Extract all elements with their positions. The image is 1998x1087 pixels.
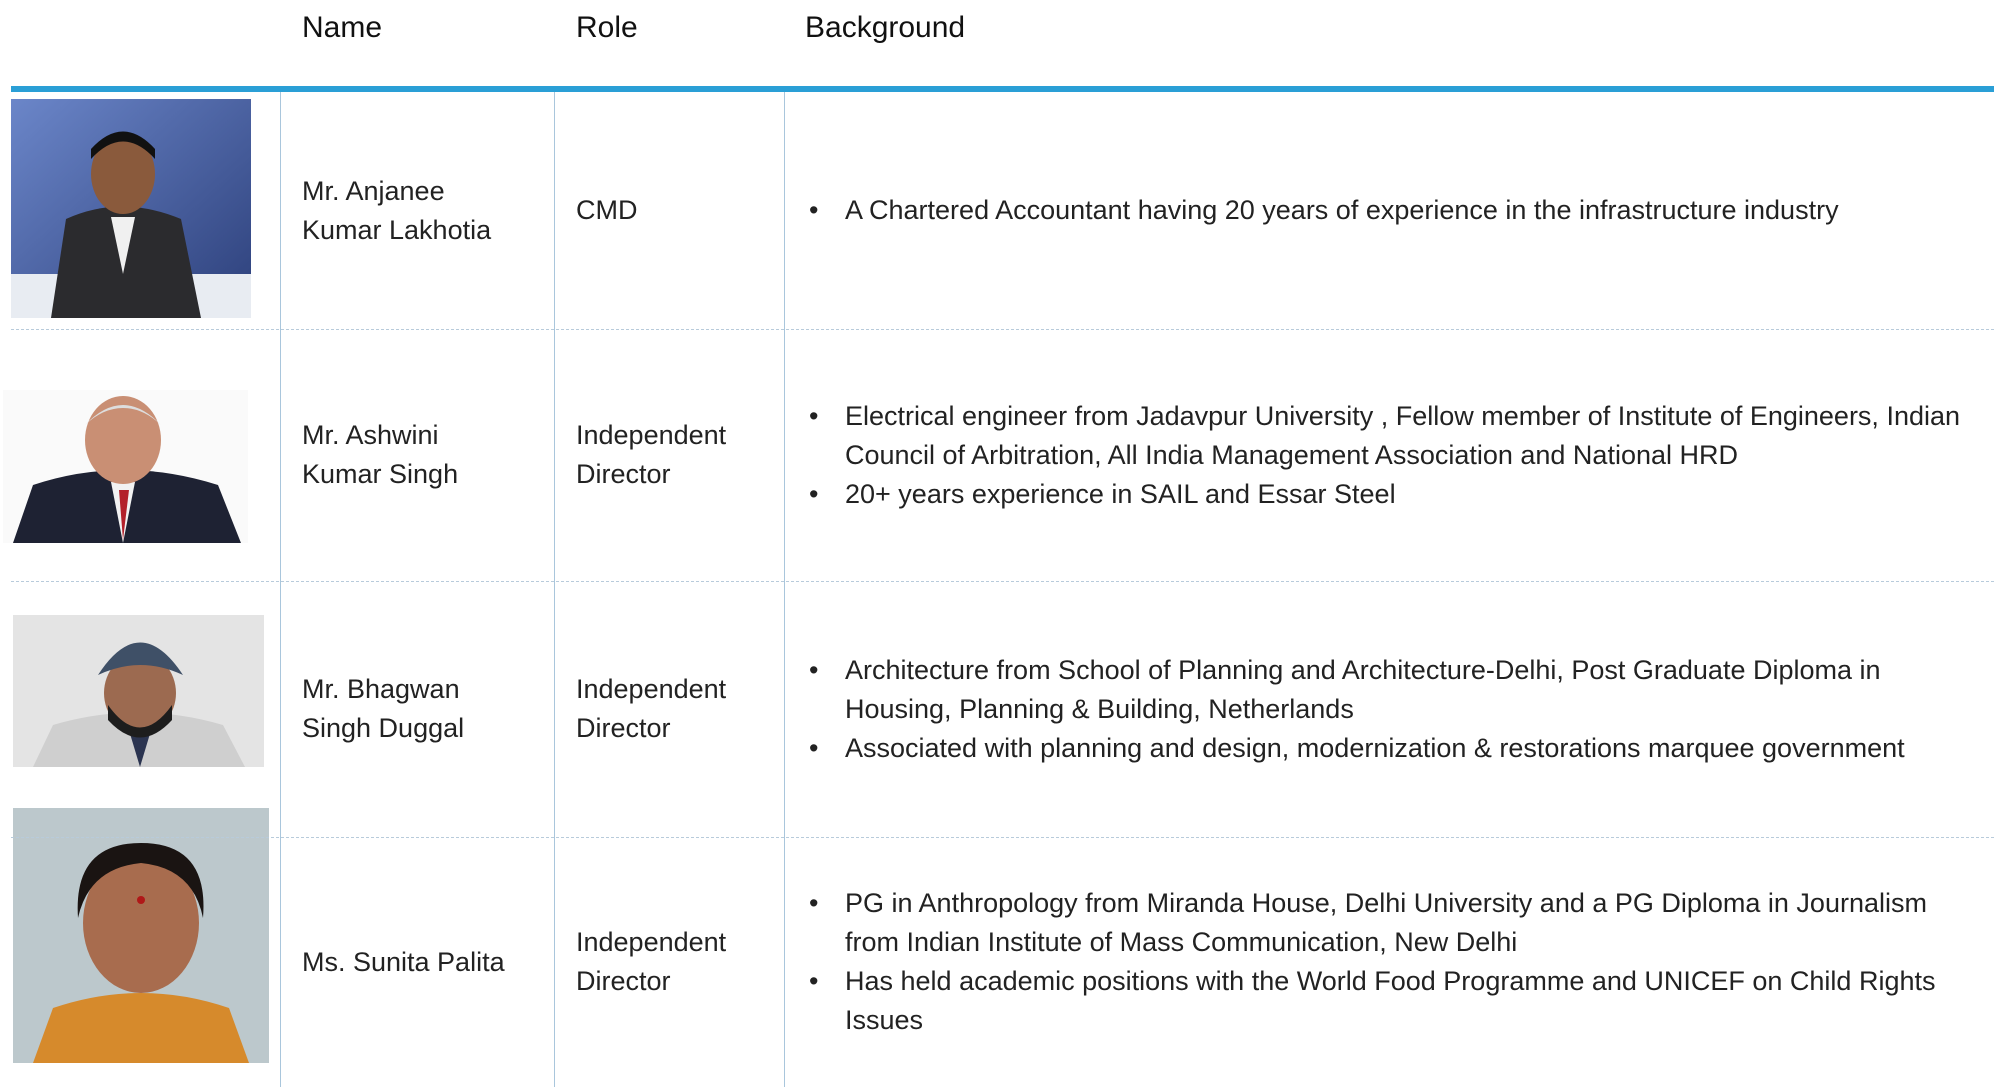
role-cell: CMD bbox=[576, 92, 781, 329]
background-cell: Architecture from School of Planning and… bbox=[809, 581, 1979, 837]
bullet-item: 20+ years experience in SAIL and Essar S… bbox=[809, 475, 1979, 514]
photo bbox=[3, 390, 248, 543]
bullet-list: PG in Anthropology from Miranda House, D… bbox=[809, 884, 1979, 1040]
column-divider bbox=[280, 92, 281, 1087]
name-line: Ms. Sunita Palita bbox=[302, 946, 505, 977]
role-line: Independent bbox=[576, 674, 727, 704]
background-cell: A Chartered Accountant having 20 years o… bbox=[809, 92, 1979, 329]
name-line: Kumar Lakhotia bbox=[302, 214, 492, 245]
column-header: Name bbox=[302, 11, 383, 44]
role-line: Independent bbox=[576, 420, 727, 450]
name-cell: Ms. Sunita Palita bbox=[302, 837, 552, 1087]
column-header: Role bbox=[576, 11, 638, 44]
name-line: Mr. Anjanee bbox=[302, 175, 445, 206]
column-divider bbox=[554, 92, 555, 1087]
name-line: Singh Duggal bbox=[302, 713, 465, 743]
photo bbox=[13, 615, 264, 767]
row-divider bbox=[11, 581, 1994, 582]
name-line: Kumar Singh bbox=[302, 459, 459, 489]
column-divider bbox=[784, 92, 785, 1087]
bullet-item: PG in Anthropology from Miranda House, D… bbox=[809, 884, 1979, 962]
name-line: Mr. Ashwini bbox=[302, 420, 439, 450]
name-line: Mr. Bhagwan bbox=[302, 674, 460, 704]
bullet-list: Electrical engineer from Jadavpur Univer… bbox=[809, 397, 1979, 514]
column-header: Background bbox=[805, 11, 966, 44]
photo bbox=[13, 808, 269, 1063]
header-rule bbox=[11, 86, 1994, 92]
bullet-item: Architecture from School of Planning and… bbox=[809, 651, 1979, 729]
name-cell: Mr. Bhagwan Singh Duggal bbox=[302, 581, 552, 837]
name-cell: Mr. Ashwini Kumar Singh bbox=[302, 329, 552, 581]
role-line: CMD bbox=[576, 195, 638, 225]
row-divider bbox=[11, 329, 1994, 330]
role-cell: Independent Director bbox=[576, 329, 781, 581]
role-line: Independent bbox=[576, 927, 727, 957]
role-cell: Independent Director bbox=[576, 581, 781, 837]
bullet-list: A Chartered Accountant having 20 years o… bbox=[809, 191, 1979, 230]
photo bbox=[11, 99, 251, 318]
role-line: Director bbox=[576, 713, 671, 743]
row-divider bbox=[11, 837, 1994, 838]
bullet-item: Has held academic positions with the Wor… bbox=[809, 962, 1979, 1040]
name-cell: Mr. Anjanee Kumar Lakhotia bbox=[302, 92, 552, 329]
bullet-list: Architecture from School of Planning and… bbox=[809, 651, 1979, 768]
background-cell: Electrical engineer from Jadavpur Univer… bbox=[809, 329, 1979, 581]
role-cell: Independent Director bbox=[576, 837, 781, 1087]
role-line: Director bbox=[576, 966, 671, 996]
bullet-item: Associated with planning and design, mod… bbox=[809, 729, 1979, 768]
background-cell: PG in Anthropology from Miranda House, D… bbox=[809, 837, 1979, 1087]
role-line: Director bbox=[576, 459, 671, 489]
bullet-item: Electrical engineer from Jadavpur Univer… bbox=[809, 397, 1979, 475]
bullet-item: A Chartered Accountant having 20 years o… bbox=[809, 191, 1979, 230]
